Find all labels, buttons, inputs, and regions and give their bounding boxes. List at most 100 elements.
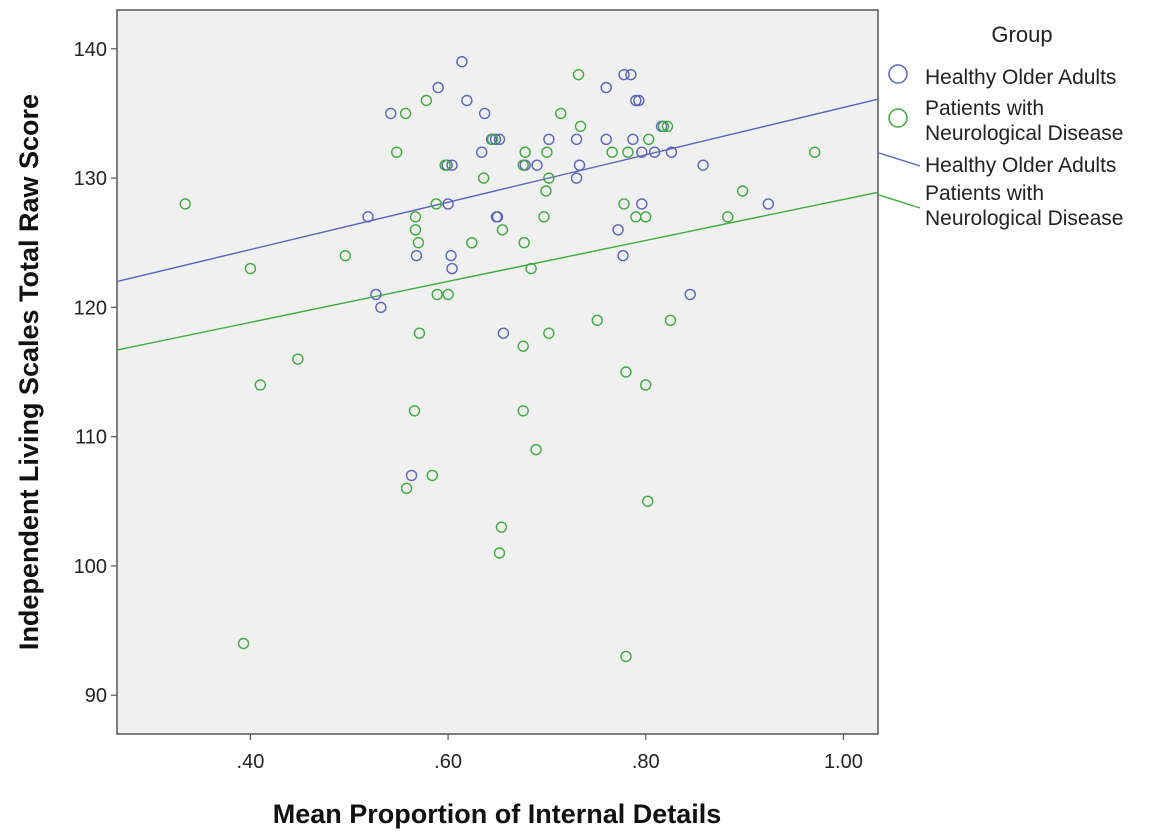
data-point-series-1 <box>442 288 454 301</box>
data-point-series-1 <box>640 211 652 223</box>
fit-line-1 <box>116 191 879 351</box>
data-point-series-1 <box>495 521 508 533</box>
y-tick-label: 130 <box>74 168 107 190</box>
data-point-series-0 <box>432 81 444 94</box>
data-point-series-0 <box>385 107 397 120</box>
y-tick-label: 100 <box>74 556 107 578</box>
y-tick-label: 110 <box>75 427 107 449</box>
x-tick-label: .60 <box>434 751 462 773</box>
data-point-series-1 <box>519 146 531 158</box>
data-point-series-0 <box>478 107 491 120</box>
legend-line-icon <box>878 194 921 209</box>
data-point-series-1 <box>244 262 257 275</box>
data-point-series-1 <box>640 379 652 391</box>
data-point-series-0 <box>475 146 488 158</box>
data-point-series-1 <box>618 198 630 210</box>
x-tick-label: .80 <box>632 751 660 773</box>
data-point-series-1 <box>496 224 509 236</box>
data-point-series-1 <box>517 340 529 352</box>
legend-title: Group <box>991 22 1052 47</box>
data-point-series-1 <box>237 637 250 650</box>
data-point-series-1 <box>466 237 478 249</box>
data-point-series-1 <box>486 133 499 145</box>
data-point-series-1 <box>555 107 567 120</box>
data-point-series-1 <box>400 482 413 495</box>
y-tick-label: 140 <box>74 39 107 61</box>
data-point-series-1 <box>591 314 604 326</box>
data-point-series-1 <box>439 159 451 171</box>
data-point-series-1 <box>572 68 585 81</box>
fit-line-0 <box>116 98 879 283</box>
data-point-series-1 <box>643 133 655 145</box>
data-point-series-0 <box>570 172 583 184</box>
data-point-series-0 <box>497 327 510 339</box>
legend-marker-icon <box>888 64 908 84</box>
data-point-series-1 <box>543 172 555 184</box>
data-point-series-1 <box>390 146 403 158</box>
data-point-series-1 <box>606 146 618 158</box>
x-axis-title: Mean Proportion of Internal Details <box>273 799 722 829</box>
data-point-series-0 <box>573 159 586 171</box>
x-tick-label: 1.00 <box>824 751 863 773</box>
data-point-series-1 <box>413 327 426 339</box>
data-point-series-1 <box>493 547 506 559</box>
data-point-series-0 <box>375 301 387 314</box>
plot-area <box>116 9 879 735</box>
data-point-series-0 <box>648 146 661 158</box>
data-point-series-1 <box>517 405 529 417</box>
data-point-series-1 <box>409 224 422 236</box>
data-point-series-0 <box>456 56 468 68</box>
data-point-series-0 <box>489 133 502 145</box>
data-point-series-1 <box>620 650 632 663</box>
data-point-series-0 <box>636 146 648 158</box>
data-point-series-0 <box>600 81 612 94</box>
data-point-series-1 <box>254 379 267 391</box>
data-point-series-1 <box>430 198 442 210</box>
data-point-series-0 <box>633 94 645 107</box>
data-point-series-0 <box>491 211 504 223</box>
data-point-series-1 <box>574 120 587 133</box>
data-point-series-0 <box>625 68 637 81</box>
data-point-series-1 <box>543 327 555 339</box>
legend-label: Healthy Older Adults <box>925 66 1116 89</box>
data-point-series-1 <box>642 495 654 507</box>
data-point-series-0 <box>370 288 382 301</box>
legend-marker-icon <box>888 108 908 128</box>
data-point-series-1 <box>620 366 632 378</box>
data-point-series-0 <box>446 262 458 275</box>
data-point-series-0 <box>636 198 648 210</box>
data-point-series-1 <box>426 469 438 482</box>
x-tick-label: .40 <box>237 751 265 773</box>
data-point-series-1 <box>664 314 677 326</box>
data-point-series-0 <box>697 159 709 171</box>
data-point-series-0 <box>410 249 423 262</box>
data-point-series-0 <box>627 133 639 145</box>
data-point-series-0 <box>531 159 543 171</box>
data-point-series-1 <box>477 172 490 184</box>
data-point-series-0 <box>493 133 506 145</box>
data-point-series-1 <box>622 146 634 158</box>
data-point-series-1 <box>339 249 351 262</box>
data-point-series-0 <box>446 159 458 171</box>
y-axis: 90 100 110 120 130 140 <box>74 39 117 707</box>
legend-label: Healthy Older Adults <box>925 154 1116 177</box>
data-point-series-1 <box>399 107 412 120</box>
data-point-series-1 <box>541 146 553 158</box>
legend-label: Patients with <box>925 182 1044 205</box>
data-point-series-0 <box>600 133 612 145</box>
data-point-series-0 <box>570 133 583 145</box>
data-point-series-1 <box>179 198 191 210</box>
data-point-series-0 <box>442 198 454 210</box>
data-point-series-0 <box>665 146 678 158</box>
legend-line-icon <box>878 152 921 167</box>
data-point-series-1 <box>408 405 421 417</box>
x-axis: .40 .60 .80 1.00 <box>237 734 863 773</box>
y-tick-label: 120 <box>74 297 107 319</box>
data-point-series-0 <box>630 94 642 107</box>
data-point-series-1 <box>809 146 821 158</box>
data-point-series-1 <box>538 211 550 223</box>
legend-label: Patients with <box>925 97 1044 120</box>
legend-label: Neurological Disease <box>925 207 1123 230</box>
